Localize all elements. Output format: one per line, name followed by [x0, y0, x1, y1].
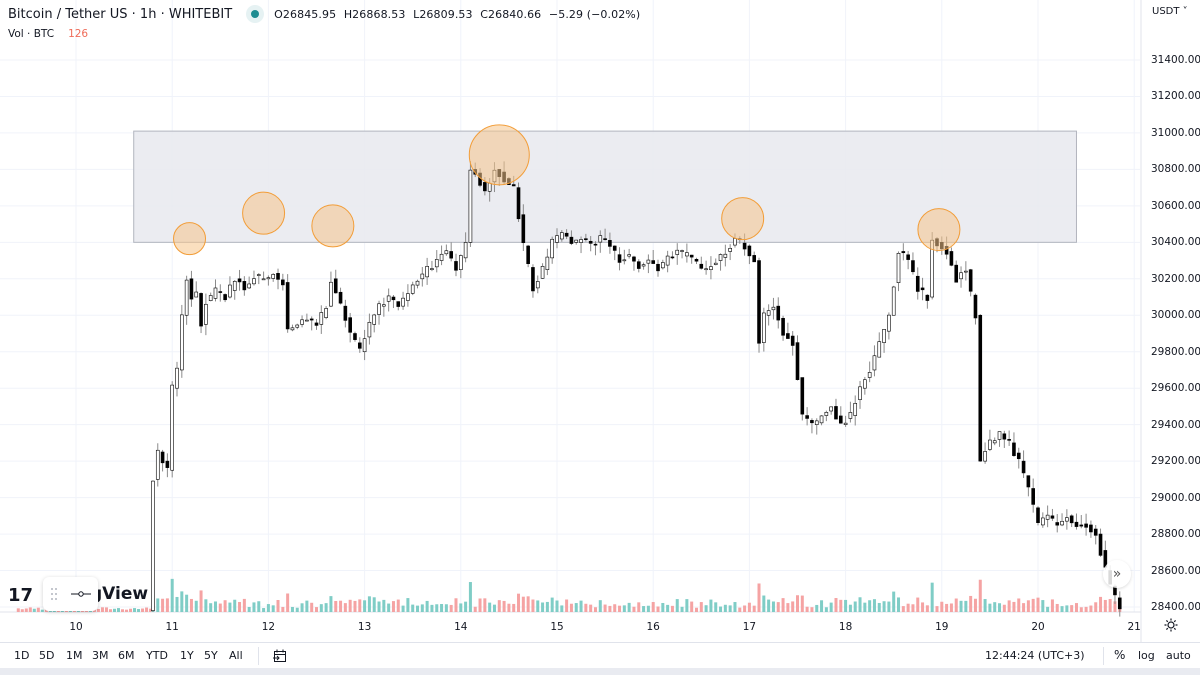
- price-tick-label: 30800.00: [1151, 163, 1200, 176]
- touch-point-circle: [917, 208, 961, 252]
- scroll-to-realtime-button[interactable]: »: [1103, 560, 1131, 588]
- time-tick-label: 20: [1031, 621, 1045, 633]
- price-tick-label: 31000.00: [1151, 126, 1200, 139]
- drawing-widget[interactable]: [43, 577, 98, 611]
- volume-value: 126: [68, 28, 89, 40]
- change-value: −5.29 (−0.02%): [548, 7, 641, 21]
- range-6m[interactable]: 6M: [118, 649, 135, 662]
- price-tick-label: 28400.00: [1151, 601, 1200, 613]
- gear-icon[interactable]: [1163, 617, 1179, 633]
- range-all[interactable]: All: [229, 649, 243, 662]
- touch-point-circle: [468, 124, 530, 186]
- price-tick-label: 30000.00: [1151, 309, 1200, 322]
- bottom-toolbar: 1D 5D 1M 3M 6M YTD 1Y 5Y All 12:44:24 (U…: [0, 642, 1200, 668]
- range-3m[interactable]: 3M: [92, 649, 109, 662]
- auto-toggle[interactable]: auto: [1166, 649, 1191, 662]
- close-value: C26840.66: [480, 7, 542, 21]
- time-tick-label: 15: [550, 621, 564, 633]
- price-tick-label: 30400.00: [1151, 236, 1200, 249]
- price-tick-label: 30200.00: [1151, 272, 1200, 285]
- time-tick-label: 21: [1127, 621, 1141, 633]
- volume-legend: Vol · BTC 126: [8, 28, 88, 40]
- range-5d[interactable]: 5D: [39, 649, 55, 662]
- toolbar-divider: [1103, 647, 1104, 665]
- time-tick-label: 19: [935, 621, 949, 633]
- log-toggle[interactable]: log: [1138, 649, 1155, 662]
- double-chevron-right-icon: »: [1112, 566, 1122, 582]
- bottom-strip: [0, 668, 1200, 675]
- go-to-date-icon[interactable]: [272, 648, 288, 664]
- drag-handle-icon: [51, 588, 57, 600]
- touch-point-circle: [311, 204, 355, 248]
- currency-selector[interactable]: USDT ˅: [1152, 6, 1188, 17]
- price-tick-label: 31400.00: [1151, 54, 1200, 66]
- price-tick-label: 28800.00: [1151, 528, 1200, 541]
- symbol-title[interactable]: Bitcoin / Tether US · 1h · WHITEBIT: [8, 6, 233, 22]
- tradingview-logo: 17: [8, 585, 34, 606]
- clock-time[interactable]: 12:44:24 (UTC+3): [985, 649, 1085, 662]
- symbol-legend: Bitcoin / Tether US · 1h · WHITEBIT O268…: [8, 5, 644, 23]
- high-value: H26868.53: [343, 7, 406, 21]
- price-tick-label: 29800.00: [1151, 345, 1200, 358]
- line-tool-icon: [71, 591, 91, 597]
- range-1m[interactable]: 1M: [66, 649, 83, 662]
- time-tick-label: 12: [261, 621, 276, 633]
- ohlc-values: O26845.95 H26868.53 L26809.53 C26840.66 …: [274, 8, 644, 21]
- volume-label[interactable]: Vol · BTC: [8, 28, 55, 40]
- price-tick-label: 29200.00: [1151, 455, 1200, 468]
- range-1d[interactable]: 1D: [14, 649, 30, 662]
- open-value: O26845.95: [274, 7, 337, 21]
- low-value: L26809.53: [413, 7, 473, 21]
- time-tick-label: 17: [742, 621, 757, 633]
- price-chart[interactable]: [0, 0, 1200, 642]
- time-tick-label: 16: [646, 621, 660, 633]
- toolbar-divider: [258, 647, 259, 665]
- percent-toggle[interactable]: %: [1114, 648, 1126, 662]
- range-5y[interactable]: 5Y: [204, 649, 218, 662]
- time-tick-label: 10: [69, 621, 83, 633]
- time-tick-label: 11: [165, 621, 179, 633]
- time-tick-label: 13: [357, 621, 372, 633]
- touch-point-circle: [721, 197, 765, 241]
- touch-point-circle: [242, 191, 286, 235]
- touch-point-circle: [173, 222, 207, 256]
- range-ytd[interactable]: YTD: [146, 649, 168, 662]
- price-tick-label: 29000.00: [1151, 491, 1200, 504]
- tradingview-text: gView: [90, 584, 149, 604]
- price-tick-label: 30600.00: [1151, 199, 1200, 212]
- price-tick-label: 31200.00: [1151, 90, 1200, 103]
- range-1y[interactable]: 1Y: [180, 649, 194, 662]
- time-tick-label: 18: [838, 621, 853, 633]
- price-tick-label: 29400.00: [1151, 418, 1200, 431]
- price-tick-label: 29600.00: [1151, 382, 1200, 395]
- market-status-icon: [246, 5, 265, 23]
- time-tick-label: 14: [454, 621, 468, 633]
- price-tick-label: 28600.00: [1151, 564, 1200, 577]
